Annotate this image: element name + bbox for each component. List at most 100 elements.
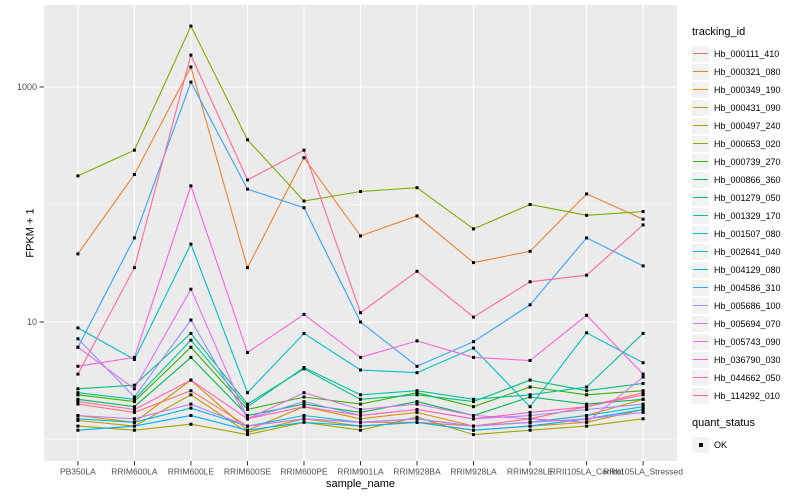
data-point xyxy=(415,269,419,273)
x-tick-label: PB350LA xyxy=(60,467,96,477)
data-point xyxy=(302,148,306,152)
data-point xyxy=(76,345,80,349)
data-point xyxy=(641,381,645,385)
data-point xyxy=(189,389,193,393)
data-point xyxy=(189,338,193,342)
data-point xyxy=(189,422,193,426)
data-point xyxy=(415,371,419,375)
legend-key-line xyxy=(693,251,708,253)
data-point xyxy=(246,405,249,409)
data-point xyxy=(528,378,532,382)
data-point xyxy=(189,406,193,410)
legend-item: Hb_000431_090 xyxy=(692,99,798,117)
legend-item: Hb_000866_360 xyxy=(692,171,798,189)
data-point xyxy=(76,252,80,256)
data-point xyxy=(359,393,362,397)
legend-key-line xyxy=(693,161,708,163)
data-point xyxy=(132,397,136,401)
data-point xyxy=(415,389,419,393)
legend-key-swatch xyxy=(692,352,709,368)
data-point xyxy=(132,383,136,387)
data-point xyxy=(132,358,136,361)
data-point xyxy=(528,359,532,362)
legend-key-line xyxy=(693,179,708,181)
data-point xyxy=(359,190,362,193)
legend-key-swatch xyxy=(692,208,709,224)
data-point xyxy=(189,24,193,28)
data-point xyxy=(472,397,475,401)
legend-key-swatch xyxy=(692,316,709,332)
legend-item-label: Hb_000739_270 xyxy=(714,157,781,167)
data-point xyxy=(641,397,645,401)
data-point xyxy=(246,430,249,434)
data-point xyxy=(76,326,80,330)
data-point xyxy=(302,206,306,210)
data-point xyxy=(246,351,249,354)
legend-key-line xyxy=(693,323,708,325)
data-point xyxy=(585,385,589,389)
data-point xyxy=(641,264,645,268)
data-point xyxy=(359,320,362,324)
legend-key-swatch xyxy=(692,280,709,296)
data-point xyxy=(246,266,249,270)
data-point xyxy=(528,385,532,389)
data-point xyxy=(585,331,589,335)
data-point xyxy=(76,417,80,421)
data-point xyxy=(585,389,589,393)
legend-item: Hb_001329_170 xyxy=(692,207,798,225)
legend-item: Hb_000497_240 xyxy=(692,117,798,135)
data-point xyxy=(76,393,80,397)
data-point xyxy=(302,402,306,406)
data-point xyxy=(641,361,645,365)
legend-item: Hb_000111_410 xyxy=(692,45,798,63)
data-point xyxy=(641,391,645,395)
data-point xyxy=(472,433,475,437)
data-point xyxy=(189,331,193,335)
y-axis-title: FPKM + 1 xyxy=(6,0,55,466)
legend-item-label: Hb_000866_360 xyxy=(714,175,781,185)
data-point xyxy=(189,318,193,322)
data-point xyxy=(528,280,532,284)
legend-quant-status: quant_status OK xyxy=(692,417,798,454)
data-point xyxy=(359,420,362,424)
legend-item: Hb_114292_010 xyxy=(692,387,798,405)
data-point xyxy=(415,408,419,411)
data-point xyxy=(585,313,589,317)
data-point xyxy=(585,192,589,196)
legend-key-line xyxy=(693,269,708,271)
data-point xyxy=(472,405,475,409)
legend-item: Hb_001279_050 xyxy=(692,189,798,207)
legend-item-label: Hb_001329_170 xyxy=(714,211,781,221)
data-point xyxy=(415,410,419,414)
x-tick-label: RRIM901LA xyxy=(337,467,384,477)
data-point xyxy=(641,223,645,227)
legend-item-label: Hb_036790_030 xyxy=(714,355,781,365)
data-point xyxy=(415,402,419,406)
legend-item-label: Hb_000431_090 xyxy=(714,103,781,113)
y-tick-label: 10 xyxy=(27,317,37,327)
data-point xyxy=(302,156,306,160)
quant-status-key-swatch xyxy=(692,437,709,453)
data-point xyxy=(132,236,136,240)
legend-item: Hb_005694_070 xyxy=(692,315,798,333)
data-point xyxy=(302,331,306,335)
data-point xyxy=(76,424,80,428)
data-point xyxy=(528,420,532,424)
legend-item: Hb_036790_030 xyxy=(692,351,798,369)
data-point xyxy=(76,174,80,178)
legend-key-swatch xyxy=(692,388,709,404)
data-point xyxy=(472,424,475,428)
legend-key-swatch xyxy=(692,172,709,188)
data-point xyxy=(641,372,645,376)
data-point xyxy=(189,345,193,349)
data-point xyxy=(302,312,306,316)
data-point xyxy=(302,414,306,417)
legend-key-line xyxy=(693,71,708,73)
data-point xyxy=(585,405,589,409)
data-point xyxy=(528,249,532,253)
data-point xyxy=(76,397,80,401)
data-point xyxy=(415,400,419,404)
data-point xyxy=(472,227,475,231)
data-point xyxy=(415,420,419,424)
data-point xyxy=(246,417,249,421)
